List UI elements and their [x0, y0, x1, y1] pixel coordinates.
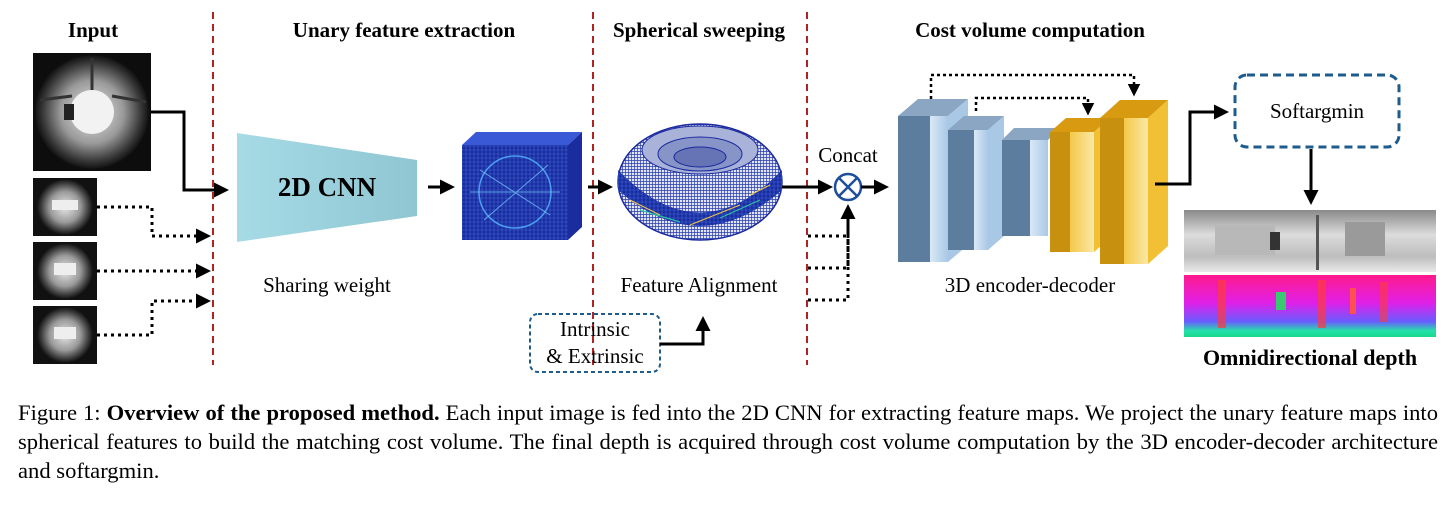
skip-connection-outer	[929, 73, 1141, 99]
caption-prefix: Figure 1:	[18, 400, 107, 425]
cnn-label: 2D CNN	[278, 172, 377, 202]
main-input-arrow	[151, 110, 229, 198]
section-title-cost: Cost volume computation	[915, 18, 1145, 42]
section-title-unary: Unary feature extraction	[293, 18, 516, 42]
sharing-weight-label: Sharing weight	[263, 273, 391, 297]
figure-caption: Figure 1: Overview of the proposed metho…	[18, 398, 1438, 485]
decoder-to-softargmin-arrow	[1155, 104, 1229, 186]
output-label: Omnidirectional depth	[1203, 345, 1417, 370]
input-image-main	[33, 53, 151, 171]
encoder-decoder-label: 3D encoder-decoder	[945, 273, 1115, 297]
intrinsic-label: Intrinsic	[560, 317, 630, 341]
concat-inputs	[808, 204, 856, 302]
dotted-input-arrow-3	[97, 293, 211, 337]
input-image-3	[33, 242, 97, 300]
skip-connections	[929, 73, 1141, 116]
input-image-2	[33, 178, 97, 236]
input-arrows	[97, 110, 229, 337]
encoder-decoder-blocks	[898, 99, 1168, 264]
softargmin-box	[1233, 73, 1401, 149]
encoder-block-2	[948, 116, 1004, 250]
dotted-input-arrow-1	[97, 205, 211, 244]
extrinsic-label: & Extrinsic	[546, 344, 643, 368]
method-diagram: Input Unary feature extraction Spherical…	[33, 12, 1436, 373]
feature-map-cube	[462, 132, 582, 240]
skip-connection-inner	[974, 96, 1095, 116]
decoder-block-2	[1100, 100, 1168, 264]
section-title-spherical: Spherical sweeping	[613, 18, 786, 42]
caption-text: Each input image is fed into the 2D CNN …	[18, 400, 1438, 483]
section-title-input: Input	[68, 18, 118, 42]
caption-bold: Overview of the proposed method.	[106, 400, 440, 425]
output-panorama	[1184, 210, 1436, 272]
input-image-4	[33, 306, 97, 364]
softargmin-label: Softargmin	[1270, 99, 1365, 123]
cnn-block	[237, 133, 417, 242]
spherical-sweep-volume	[617, 123, 783, 241]
output-depth-map	[1184, 275, 1436, 337]
concat-label: Concat	[818, 143, 878, 167]
feature-alignment-label: Feature Alignment	[621, 273, 778, 297]
params-to-alignment-arrow	[660, 316, 711, 346]
input-images	[33, 53, 151, 364]
bottleneck-block	[1002, 128, 1060, 236]
section-dividers	[212, 12, 808, 365]
concat-symbol	[833, 172, 863, 202]
